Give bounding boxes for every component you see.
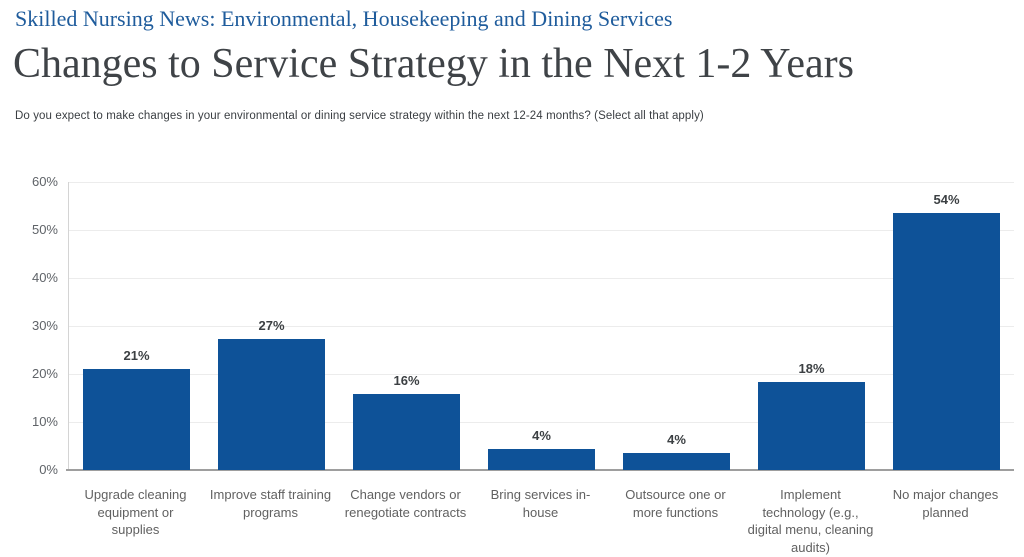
category-label: Implement technology (e.g., digital menu… <box>747 487 874 555</box>
bar-0[interactable] <box>83 369 190 470</box>
kicker-link[interactable]: Skilled Nursing News: Environmental, Hou… <box>15 6 673 31</box>
category-label: Improve staff training programs <box>209 487 332 520</box>
gridline-40 <box>69 278 1014 279</box>
gridline-50 <box>69 230 1014 231</box>
category-label: Outsource one or more functions <box>625 487 726 520</box>
x-axis-labels: Upgrade cleaning equipment or supplies Im… <box>68 486 1013 556</box>
x-axis-baseline <box>66 469 1014 471</box>
bar-value-label: 21% <box>123 348 150 364</box>
gridline-60 <box>69 182 1014 183</box>
y-tick-label: 30% <box>31 318 58 333</box>
y-tick-label: 40% <box>31 270 58 285</box>
survey-question: Do you expect to make changes in your en… <box>15 110 704 122</box>
bar-4[interactable] <box>623 453 730 470</box>
plot-area: 21% 27% 16% 4% 4% 18% 54% <box>66 182 1014 471</box>
y-axis-labels: 0% 10% 20% 30% 40% 50% 60% <box>0 175 58 477</box>
category-label: No major changes planned <box>892 487 999 520</box>
bar-value-label: 4% <box>667 432 686 448</box>
bar-value-label: 4% <box>532 427 551 443</box>
bar-5[interactable] <box>758 382 865 470</box>
y-tick-label: 10% <box>31 414 58 429</box>
page-title: Changes to Service Strategy in the Next … <box>13 41 855 87</box>
y-tick-label: 50% <box>31 222 58 237</box>
bar-value-label: 54% <box>933 192 960 208</box>
gridline-30 <box>69 326 1014 327</box>
gridline-10 <box>69 422 1014 423</box>
y-tick-label: 60% <box>31 174 58 189</box>
bar-value-label: 27% <box>258 318 285 334</box>
bar-3[interactable] <box>488 448 595 470</box>
gridline-20 <box>69 374 1014 375</box>
bar-value-label: 16% <box>393 373 420 389</box>
bar-value-label: 18% <box>798 361 825 377</box>
category-label: Upgrade cleaning equipment or supplies <box>84 487 187 537</box>
bar-2[interactable] <box>353 394 460 470</box>
y-tick-label: 20% <box>31 366 58 381</box>
category-label: Change vendors or renegotiate contracts <box>344 487 467 520</box>
y-tick-label: 0% <box>39 462 58 477</box>
bar-6[interactable] <box>893 213 1000 470</box>
category-label: Bring services in- house <box>490 487 591 520</box>
bar-1[interactable] <box>218 339 325 470</box>
